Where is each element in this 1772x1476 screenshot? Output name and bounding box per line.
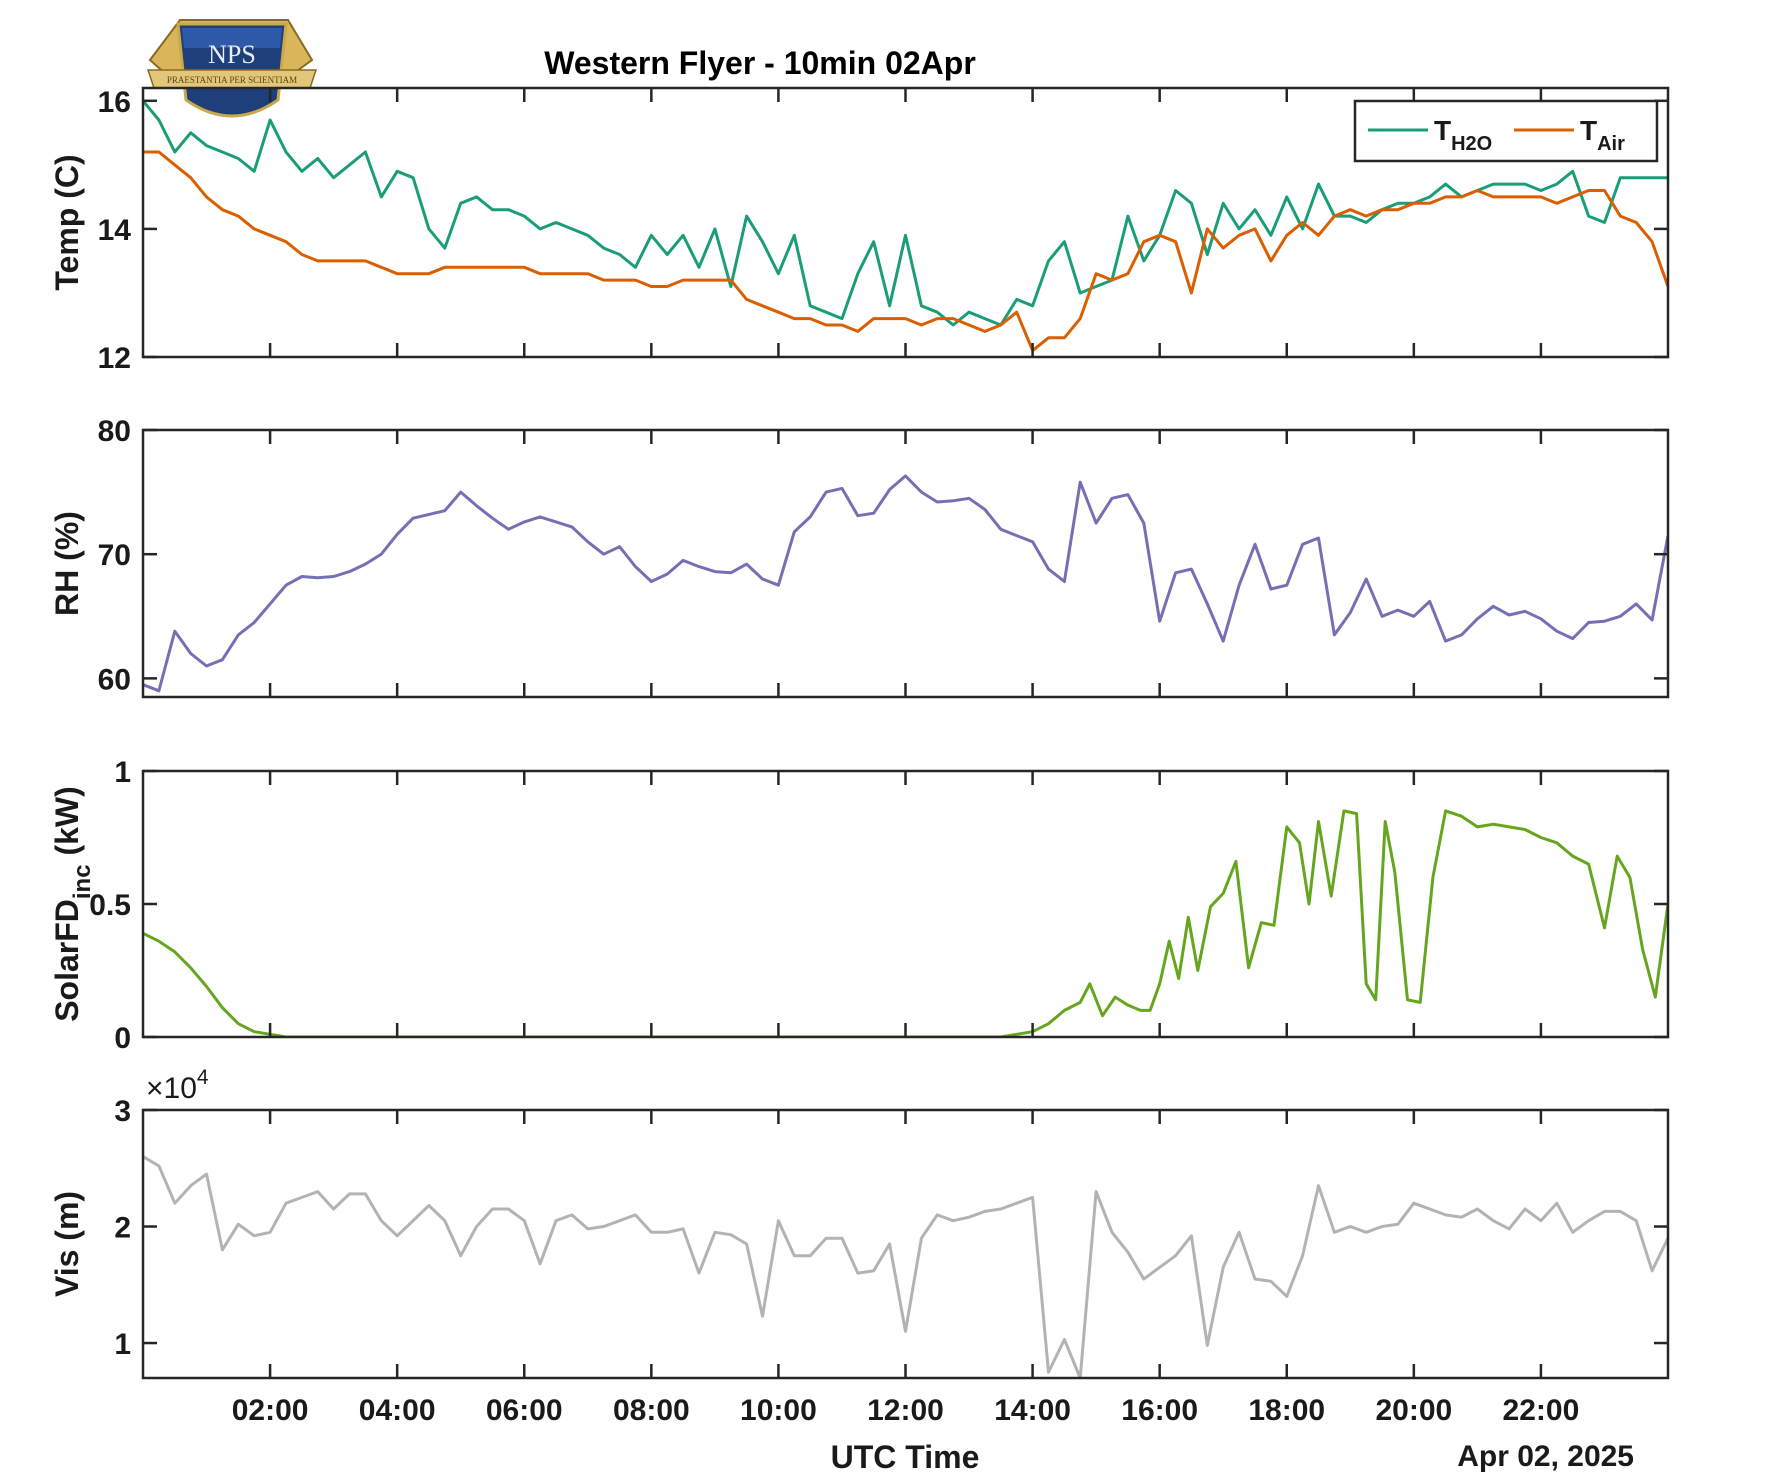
legend-entry-air: TAir	[1580, 115, 1625, 155]
legend-entry-h2o: TH2O	[1434, 115, 1492, 155]
x-tick-label: 02:00	[232, 1394, 309, 1427]
y-tick-label: 1	[114, 1328, 131, 1361]
series-line-panel-4	[143, 1155, 1668, 1378]
axes-box	[141, 1108, 1670, 1380]
series-line-panel-2	[143, 474, 1668, 693]
panel-2-series	[143, 474, 1668, 693]
x-tick-label: 12:00	[867, 1394, 944, 1427]
nps-logo: NPS PRAESTANTIA PER SCIENTIAM	[146, 19, 318, 118]
legend-entry-base: T	[1580, 115, 1597, 146]
x-tick-label: 16:00	[1121, 1394, 1198, 1427]
x-tick-label: 22:00	[1503, 1394, 1580, 1427]
axes-box	[141, 428, 1670, 699]
y-axis-label: Vis (m)	[49, 1191, 85, 1297]
legend-entry-sub: H2O	[1451, 133, 1492, 155]
x-tick-label: 14:00	[994, 1394, 1071, 1427]
y-exponent-label: ×104	[146, 1066, 209, 1105]
x-tick-label: 04:00	[359, 1394, 436, 1427]
legend: TH2O TAir	[1353, 99, 1659, 163]
exponent-power: 4	[197, 1066, 209, 1089]
y-tick-label: 60	[98, 663, 131, 696]
series-line-panel-3	[143, 809, 1668, 1037]
logo-text: NPS	[208, 40, 256, 69]
panel-2: 60 70 80 RH (%)	[49, 415, 1670, 699]
y-label-main: SolarFD	[49, 899, 85, 1022]
y-axis-label: RH (%)	[49, 511, 85, 616]
date-label: Apr 02, 2025	[1457, 1440, 1634, 1473]
y-tick-label: 80	[98, 415, 131, 448]
y-axis-label: Temp (C)	[49, 154, 85, 290]
x-axis-label: UTC Time	[831, 1439, 980, 1475]
panel-4-series	[143, 1155, 1668, 1378]
x-tick-label: 20:00	[1375, 1394, 1452, 1427]
exponent-base: ×10	[146, 1072, 197, 1105]
y-tick-label: 1	[114, 756, 131, 789]
panel-3: 0 0.5 1 SolarFDinc (kW)	[49, 756, 1670, 1055]
x-tick-label: 06:00	[486, 1394, 563, 1427]
legend-entry-sub: Air	[1597, 133, 1625, 155]
y-tick-label: 2	[114, 1212, 131, 1245]
y-tick-label: 16	[98, 86, 131, 119]
y-tick-label: 70	[98, 539, 131, 572]
y-tick-label: 0.5	[89, 889, 131, 922]
y-tick-label: 12	[98, 342, 131, 375]
chart-title: Western Flyer - 10min 02Apr	[544, 45, 976, 81]
logo-motto: PRAESTANTIA PER SCIENTIAM	[167, 75, 297, 85]
x-tick-label: 18:00	[1248, 1394, 1325, 1427]
series-line-air	[143, 150, 1668, 353]
y-tick-label: 3	[114, 1095, 131, 1128]
axes-box	[141, 769, 1670, 1039]
panel-3-series	[143, 809, 1668, 1037]
panel-1-series	[143, 99, 1668, 353]
y-tick-label: 14	[98, 214, 132, 247]
y-axis-label: SolarFDinc (kW)	[49, 786, 96, 1022]
x-tick-label: 08:00	[613, 1394, 690, 1427]
panel-4: 1 2 3 02:00 04:00 06:00 08:00 10:00 12:00 14:00 16…	[49, 1066, 1670, 1427]
y-label-unit: (kW)	[49, 786, 85, 864]
x-tick-label: 10:00	[740, 1394, 817, 1427]
legend-entry-base: T	[1434, 115, 1451, 146]
y-tick-label: 0	[114, 1022, 131, 1055]
y-label-sub: inc	[69, 864, 96, 899]
